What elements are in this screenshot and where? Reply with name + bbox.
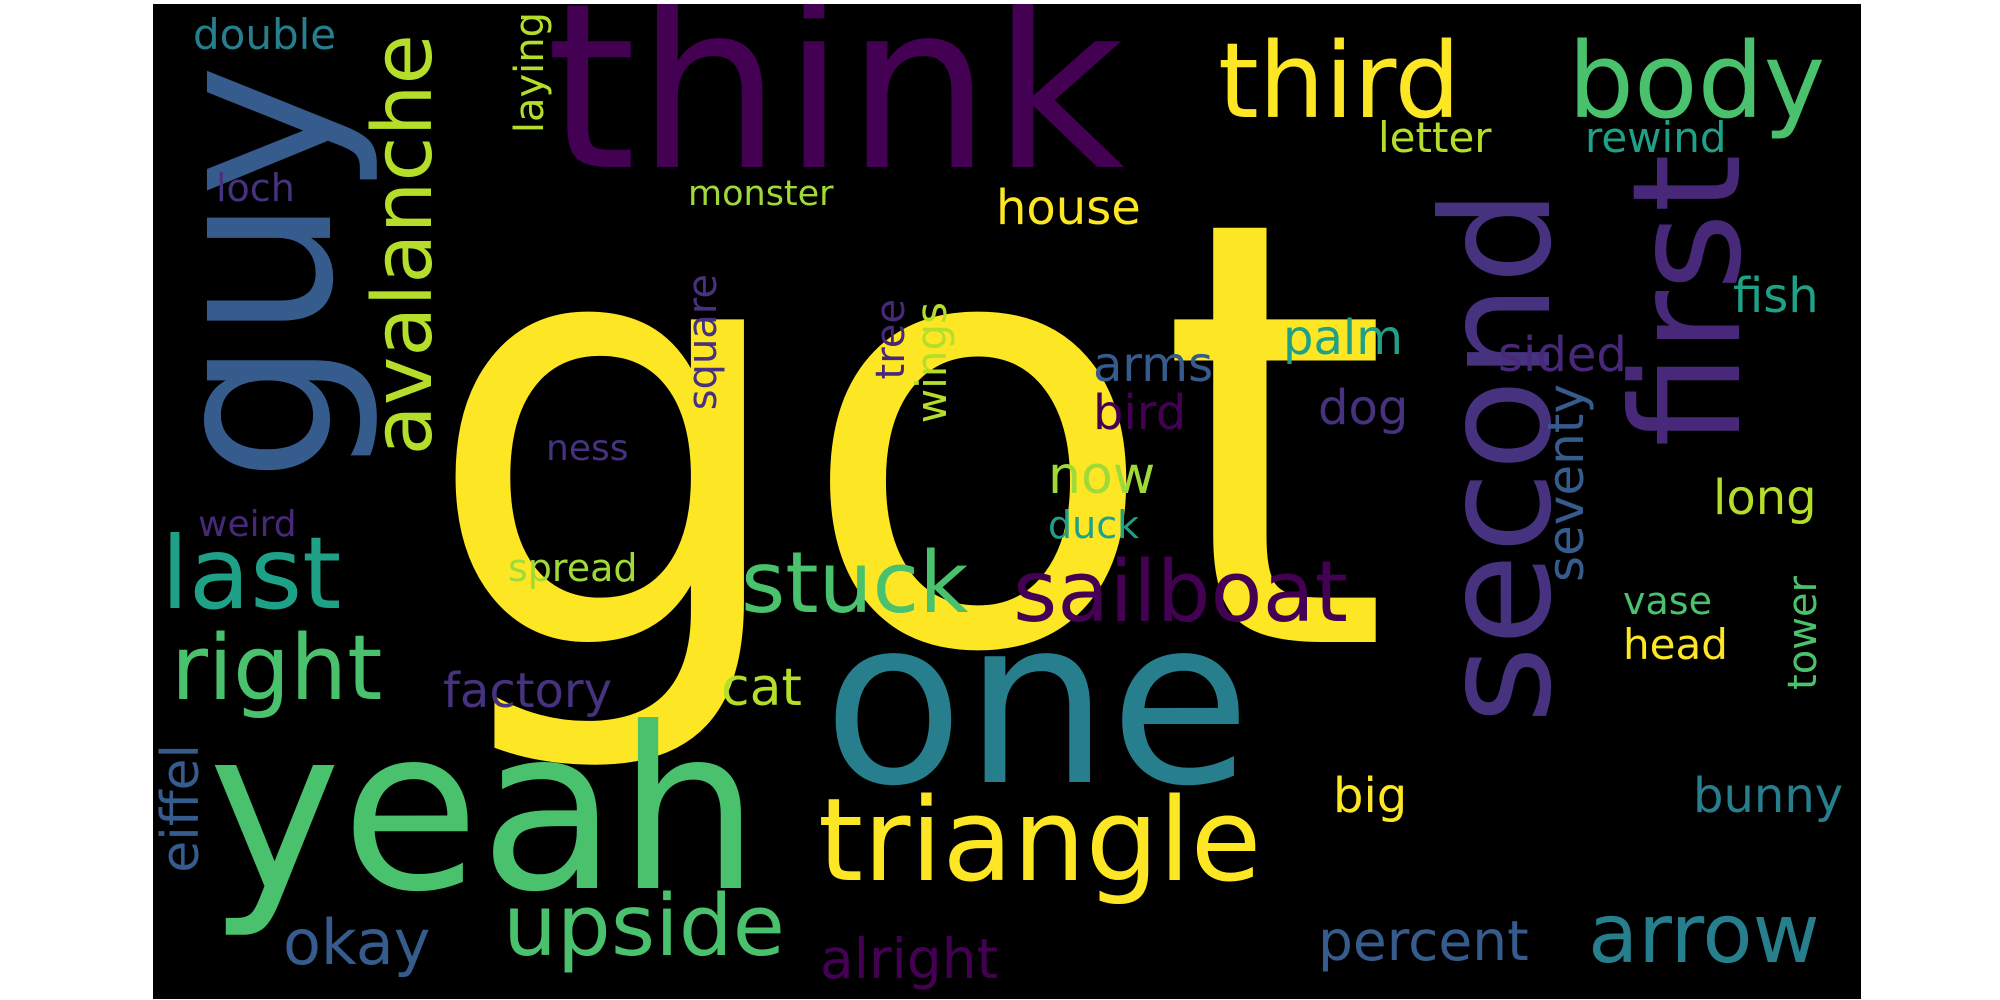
word-arms: arms — [1093, 337, 1214, 393]
word-sailboat: sailboat — [1013, 543, 1348, 642]
word-avalanche: avalanche — [356, 34, 451, 456]
word-tower: tower — [1780, 576, 1826, 690]
word-one: one — [823, 570, 1251, 837]
word-ness: ness — [546, 428, 629, 469]
word-sided: sided — [1498, 327, 1627, 383]
word-dog: dog — [1318, 380, 1409, 436]
word-fish: fish — [1733, 268, 1819, 324]
word-house: house — [996, 180, 1141, 236]
word-upside: upside — [503, 877, 785, 976]
word-last: last — [161, 515, 342, 632]
word-double: double — [193, 10, 337, 59]
word-long: long — [1713, 470, 1817, 526]
word-monster: monster — [688, 174, 834, 214]
word-okay: okay — [283, 906, 431, 979]
word-rewind: rewind — [1585, 113, 1727, 162]
word-triangle: triangle — [818, 774, 1262, 908]
word-got: got — [423, 95, 1390, 782]
word-bird: bird — [1093, 385, 1187, 441]
word-wings: wings — [907, 302, 956, 424]
word-stuck: stuck — [741, 534, 969, 633]
word-third: third — [1218, 20, 1461, 142]
word-bunny: bunny — [1693, 768, 1844, 824]
word-square: square — [680, 274, 726, 411]
word-cat: cat — [721, 658, 802, 718]
word-loch: loch — [216, 166, 295, 210]
word-palm: palm — [1283, 310, 1403, 366]
word-weird: weird — [198, 504, 297, 545]
word-head: head — [1623, 620, 1728, 669]
word-spread: spread — [508, 546, 638, 590]
word-think: think — [546, 4, 1125, 222]
word-percent: percent — [1318, 909, 1529, 973]
word-seventy: seventy — [1537, 384, 1595, 583]
word-factory: factory — [443, 663, 613, 719]
word-alright: alright — [820, 927, 999, 991]
word-letter: letter — [1378, 113, 1492, 162]
word-eiffel: eiffel — [153, 744, 211, 873]
word-tree: tree — [868, 299, 914, 380]
word-yeah: yeah — [208, 680, 761, 942]
word-arrow: arrow — [1588, 887, 1820, 982]
word-big: big — [1333, 768, 1408, 824]
word-cloud: got think one yeah guy second first tria… — [153, 4, 1861, 999]
word-vase: vase — [1623, 579, 1712, 623]
word-duck: duck — [1048, 503, 1140, 547]
word-laying: laying — [507, 12, 553, 134]
word-guy: guy — [153, 64, 384, 483]
word-body: body — [1568, 20, 1826, 142]
word-now: now — [1048, 446, 1156, 506]
word-right: right — [171, 616, 383, 721]
